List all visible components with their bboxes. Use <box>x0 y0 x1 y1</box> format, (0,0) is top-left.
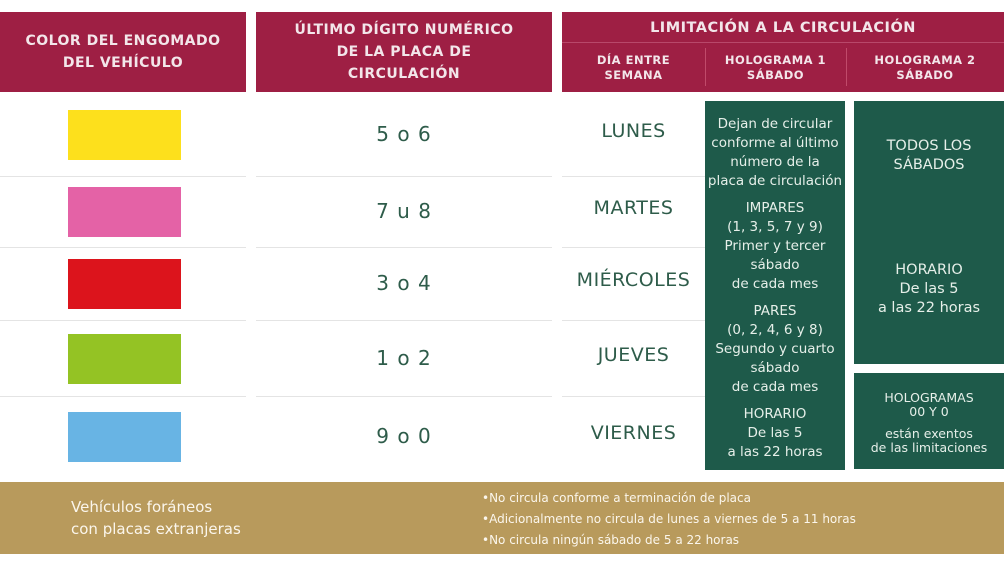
row-divider <box>0 247 246 248</box>
plate-digits: 1 o 2 <box>376 345 432 370</box>
holograma1-box: Dejan de circular conforme al último númer… <box>705 101 845 470</box>
row-divider <box>256 396 552 397</box>
row-divider <box>256 247 552 248</box>
header-digit-column: ÚLTIMO DÍGITO NUMÉRICO DE LA PLACA DE CI… <box>256 12 552 92</box>
divider <box>562 42 1004 43</box>
plate-digits: 7 u 8 <box>376 199 432 223</box>
text-line: HORARIO <box>743 406 807 422</box>
text-line: número de la <box>730 154 820 170</box>
color-swatch-amarillo <box>68 110 181 160</box>
text-line: HORARIO <box>895 262 963 278</box>
text-line: a las 22 horas <box>727 444 823 460</box>
text-line: (0, 2, 4, 6 y 8) <box>727 322 823 338</box>
holo1-intro: Dejan de circular conforme al último númer… <box>705 115 845 191</box>
text-line: Dejan de circular <box>717 116 833 132</box>
sub-holo2: HOLOGRAMA 2 SÁBADO <box>874 53 976 82</box>
row-divider <box>562 176 705 177</box>
text-line: IMPARES <box>745 200 805 216</box>
color-swatch-verde <box>68 333 181 384</box>
text-line: Vehículos foráneos <box>71 498 213 516</box>
text-line: •No circula ningún sábado de 5 a 22 hora… <box>482 533 740 547</box>
text-line: HOLOGRAMAS <box>884 390 974 405</box>
limit-title: LIMITACIÓN A LA CIRCULACIÓN <box>650 20 916 36</box>
plate-digits: 5 o 6 <box>376 122 432 146</box>
header-color-column: COLOR DEL ENGOMADO DEL VEHÍCULO <box>0 12 246 92</box>
holo1-horario: HORARIO De las 5 a las 22 horas <box>705 405 845 462</box>
divider <box>705 48 706 86</box>
holo2-todos: TODOS LOS SÁBADOS <box>854 137 1004 175</box>
sub-weekday: DÍA ENTRE SEMANA <box>596 53 671 82</box>
exentos-title: HOLOGRAMAS 00 Y 0 <box>854 391 1004 419</box>
text-line: con placas extranjeras <box>71 520 241 538</box>
foraneos-band: Vehículos foráneos con placas extranjeras… <box>0 482 1004 554</box>
text-line: De las 5 <box>899 281 959 297</box>
color-swatch-rosa <box>68 187 181 237</box>
plate-digits: 3 o 4 <box>376 271 432 295</box>
text-line: Primer y tercer <box>724 238 826 254</box>
text-line: de cada mes <box>731 276 819 292</box>
text-line: de las limitaciones <box>870 440 988 455</box>
holo2-horario: HORARIO De las 5 a las 22 horas <box>854 261 1004 318</box>
weekday: LUNES <box>601 120 666 142</box>
text-line: •No circula conforme a terminación de pl… <box>482 491 751 505</box>
exentos-box: HOLOGRAMAS 00 Y 0 están exentos de las lim… <box>854 373 1004 469</box>
holo1-pares: PARES (0, 2, 4, 6 y 8) Segundo y cuarto sáb… <box>705 302 845 397</box>
text-line: Segundo y cuarto <box>715 341 835 357</box>
weekday: MARTES <box>593 197 674 219</box>
text-line: 00 Y 0 <box>909 404 949 419</box>
text-line: sábado <box>750 360 800 376</box>
row-divider <box>0 176 246 177</box>
text-line: sábado <box>750 257 800 273</box>
text-line: TODOS LOS <box>886 138 972 154</box>
row-divider <box>562 396 705 397</box>
weekday: JUEVES <box>597 343 670 366</box>
text-line: PARES <box>753 303 797 319</box>
sub-holo1: HOLOGRAMA 1 SÁBADO <box>724 53 827 82</box>
plate-digits: 9 o 0 <box>376 423 432 448</box>
row-divider <box>562 247 705 248</box>
weekday: MIÉRCOLES <box>576 269 691 291</box>
weekday: VIERNES <box>590 421 677 444</box>
text-line: a las 22 horas <box>877 300 981 316</box>
row-divider <box>256 176 552 177</box>
row-divider <box>256 320 552 321</box>
holo1-impares: IMPARES (1, 3, 5, 7 y 9) Primer y tercer sá… <box>705 199 845 294</box>
text-line: (1, 3, 5, 7 y 9) <box>727 219 823 235</box>
text-line: conforme al último <box>711 135 839 151</box>
text-line: placa de circulación <box>707 173 843 189</box>
text-line: SÁBADOS <box>893 157 965 173</box>
divider <box>846 48 847 86</box>
row-divider <box>0 396 246 397</box>
text-line: están exentos <box>885 426 973 441</box>
foraneos-label: Vehículos foráneos con placas extranjeras <box>71 496 241 540</box>
row-divider <box>562 320 705 321</box>
color-swatch-rojo <box>68 259 181 309</box>
color-swatch-azul <box>68 411 181 462</box>
foraneos-rules: •No circula conforme a terminación de pl… <box>482 488 856 551</box>
text-line: de cada mes <box>731 379 819 395</box>
holograma2-box: TODOS LOS SÁBADOS HORARIO De las 5 a las 22… <box>854 101 1004 364</box>
exentos-text: están exentos de las limitaciones <box>854 427 1004 455</box>
header-limit-column: LIMITACIÓN A LA CIRCULACIÓN <box>562 12 1004 92</box>
text-line: •Adicionalmente no circula de lunes a vi… <box>482 512 856 526</box>
text-line: De las 5 <box>747 425 803 441</box>
row-divider <box>0 320 246 321</box>
